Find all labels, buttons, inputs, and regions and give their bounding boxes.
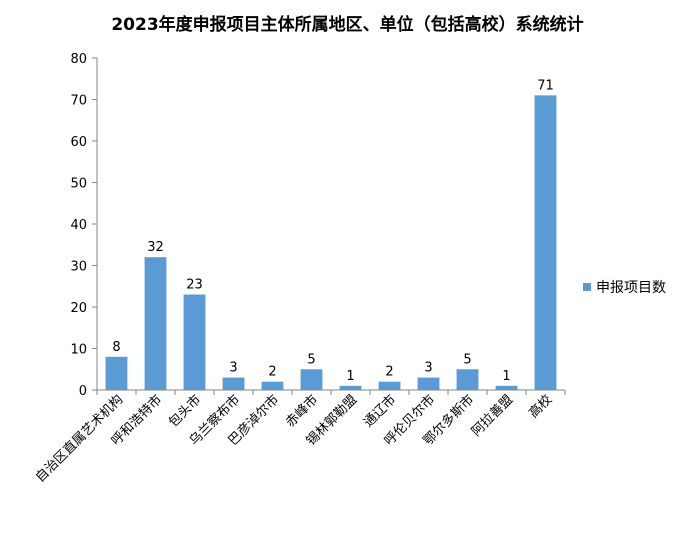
legend: 申报项目数 <box>583 277 666 297</box>
data-label: 2 <box>385 365 393 380</box>
y-tick-label: 0 <box>79 384 87 399</box>
bar <box>378 381 401 390</box>
data-label: 2 <box>268 365 276 380</box>
data-label: 23 <box>186 278 203 293</box>
category-label: 赤峰市 <box>282 392 321 431</box>
data-label: 8 <box>112 340 120 355</box>
category-label: 阿拉善盟 <box>468 392 516 440</box>
y-tick-label: 80 <box>70 52 87 67</box>
data-label: 5 <box>463 352 471 367</box>
bar <box>495 385 518 390</box>
y-tick-label: 40 <box>70 218 87 233</box>
legend-swatch <box>583 283 591 291</box>
bar <box>456 369 479 390</box>
category-label: 通辽市 <box>360 392 399 431</box>
data-label: 3 <box>229 361 237 376</box>
data-label: 1 <box>502 369 510 384</box>
data-label: 5 <box>307 352 315 367</box>
data-label: 32 <box>147 240 164 255</box>
category-label: 包头市 <box>165 392 204 431</box>
y-tick-label: 30 <box>70 260 87 275</box>
y-tick-label: 50 <box>70 177 87 192</box>
bar <box>144 257 167 390</box>
y-tick-label: 20 <box>70 301 87 316</box>
bar <box>417 377 440 390</box>
bar <box>261 381 284 390</box>
y-tick-label: 10 <box>70 343 87 358</box>
y-axis: 0 10 20 30 40 50 60 70 80 <box>70 52 98 399</box>
category-label: 高校 <box>526 392 556 422</box>
legend-label: 申报项目数 <box>596 280 666 296</box>
bar <box>339 385 362 390</box>
bar <box>105 356 128 390</box>
data-label: 1 <box>346 369 354 384</box>
data-label: 71 <box>537 78 554 93</box>
data-label: 3 <box>424 361 432 376</box>
bar <box>222 377 245 390</box>
bar <box>534 95 557 390</box>
chart-title: 2023年度申报项目主体所属地区、单位（包括高校）系统统计 <box>111 15 584 35</box>
y-tick-label: 60 <box>70 135 87 150</box>
bar <box>300 369 323 390</box>
bar <box>183 294 206 390</box>
y-tick-label: 70 <box>70 94 87 109</box>
